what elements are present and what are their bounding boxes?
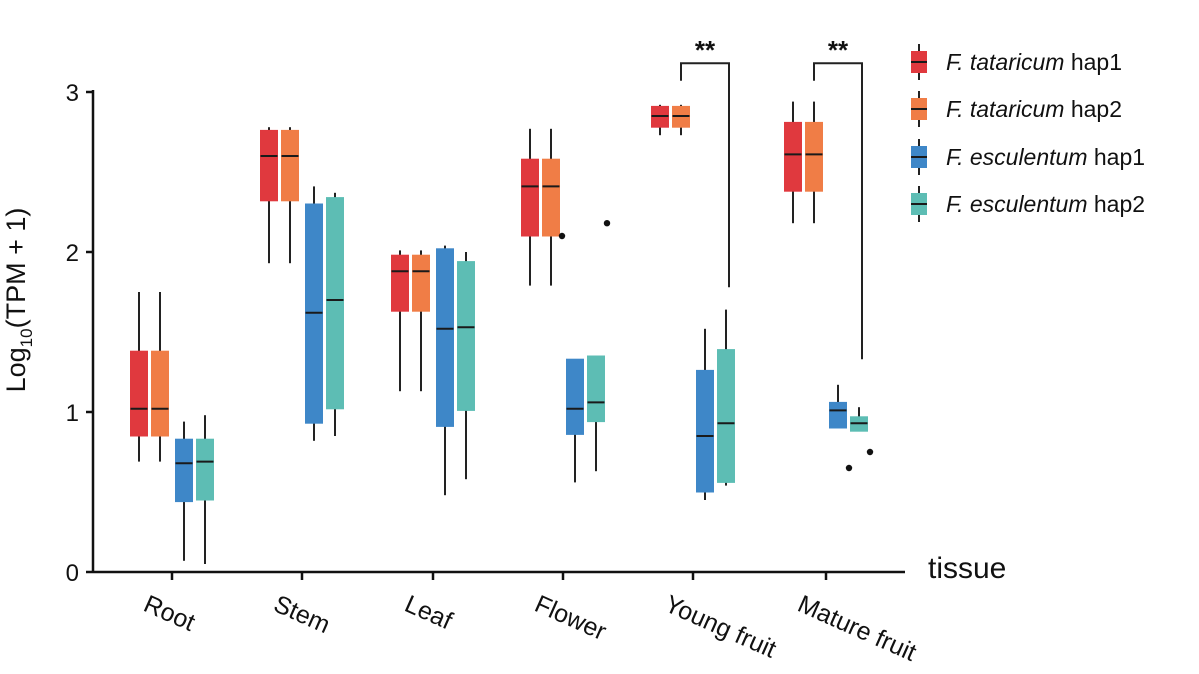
box-body [829,401,847,429]
box-body [784,121,802,192]
legend-entry: F. tataricum hap2 [911,91,1122,127]
box-body [521,158,539,237]
x-tick-label: Root [140,590,200,637]
box-body [281,129,299,202]
legend-haplotype: hap1 [1087,144,1145,170]
outlier-point [845,464,853,472]
legend-haplotype: hap2 [1087,191,1145,217]
box-body [151,350,169,437]
box-tat_hap1 [130,292,148,462]
x-tick-label: Leaf [401,590,457,635]
box-body [260,129,278,202]
box-body [566,358,584,435]
x-tick-label: Stem [270,590,335,639]
box-esc_hap1 [566,358,584,483]
y-tick-label: 3 [66,80,79,107]
box-tat_hap1 [391,250,409,392]
box-tat_hap1 [784,101,802,224]
box-body [542,158,560,237]
box-body [412,254,430,312]
legend-entry: F. tataricum hap1 [911,44,1122,80]
bracket-line [813,62,863,360]
box-body [175,438,193,503]
box-esc_hap1 [175,421,193,561]
significance-label: ** [828,35,849,65]
box-body [130,350,148,437]
x-tick-label: Mature fruit [794,590,921,667]
bracket-line [680,62,730,288]
legend-entry: F. esculentum hap1 [911,139,1145,175]
legend-entry: F. esculentum hap2 [911,186,1145,222]
x-tick-label: Flower [531,590,611,646]
box-body [457,261,475,411]
box-esc_hap2 [717,309,735,486]
outlier-point [603,220,611,227]
box-body [196,438,214,501]
box-esc_hap1 [436,245,454,496]
box-esc_hap1 [696,328,714,500]
box-body [391,254,409,312]
y-tick-label: 0 [66,560,79,587]
y-axis-label-subscript: 10 [17,328,36,347]
box-tat_hap2 [281,127,299,264]
legend-species: F. tataricum [946,49,1064,75]
box-tat_hap2 [151,292,169,462]
legend-species: F. esculentum [946,191,1087,217]
outlier-point [558,232,566,240]
significance-bracket: ** [680,35,730,288]
significance-layer: ** ** [680,35,863,360]
x-tick-label: Young fruit [661,590,781,664]
y-axis-label-base: Log [1,347,31,392]
legend-haplotype: hap1 [1064,49,1122,75]
legend-species: F. tataricum [946,96,1064,122]
box-tat_hap1 [651,104,669,136]
box-tat_hap2 [805,101,823,224]
y-axis-label: Log10(TPM + 1) [1,208,36,393]
box-esc_hap2 [587,220,611,472]
box-esc_hap2 [457,252,475,480]
box-body [436,248,454,427]
box-tat_hap2 [542,128,566,286]
significance-label: ** [695,35,716,65]
boxes-layer [130,101,874,564]
legend-species: F. esculentum [946,144,1087,170]
box-tat_hap1 [260,127,278,264]
legend-label: F. tataricum hap2 [946,96,1122,122]
box-tat_hap2 [412,250,430,392]
legend-haplotype: hap2 [1064,96,1122,122]
box-body [805,121,823,192]
box-esc_hap2 [326,192,344,436]
y-tick-label: 1 [66,400,79,427]
legend-label: F. esculentum hap1 [946,144,1145,170]
y-axis-label-rest: (TPM + 1) [1,208,31,329]
legend-label: F. tataricum hap1 [946,49,1122,75]
box-body [717,349,735,483]
legend-label: F. esculentum hap2 [946,191,1145,217]
box-esc_hap1 [305,186,323,441]
x-axis-label: tissue [928,552,1006,585]
box-tat_hap2 [672,104,690,136]
box-esc_hap1 [829,384,853,472]
box-body [587,355,605,423]
box-body [326,197,344,410]
box-tat_hap1 [521,128,539,286]
y-tick-label: 2 [66,240,79,267]
box-body [696,369,714,493]
significance-bracket: ** [813,35,863,360]
outlier-point [866,448,874,456]
box-esc_hap2 [196,415,214,564]
box-esc_hap2 [850,407,874,456]
